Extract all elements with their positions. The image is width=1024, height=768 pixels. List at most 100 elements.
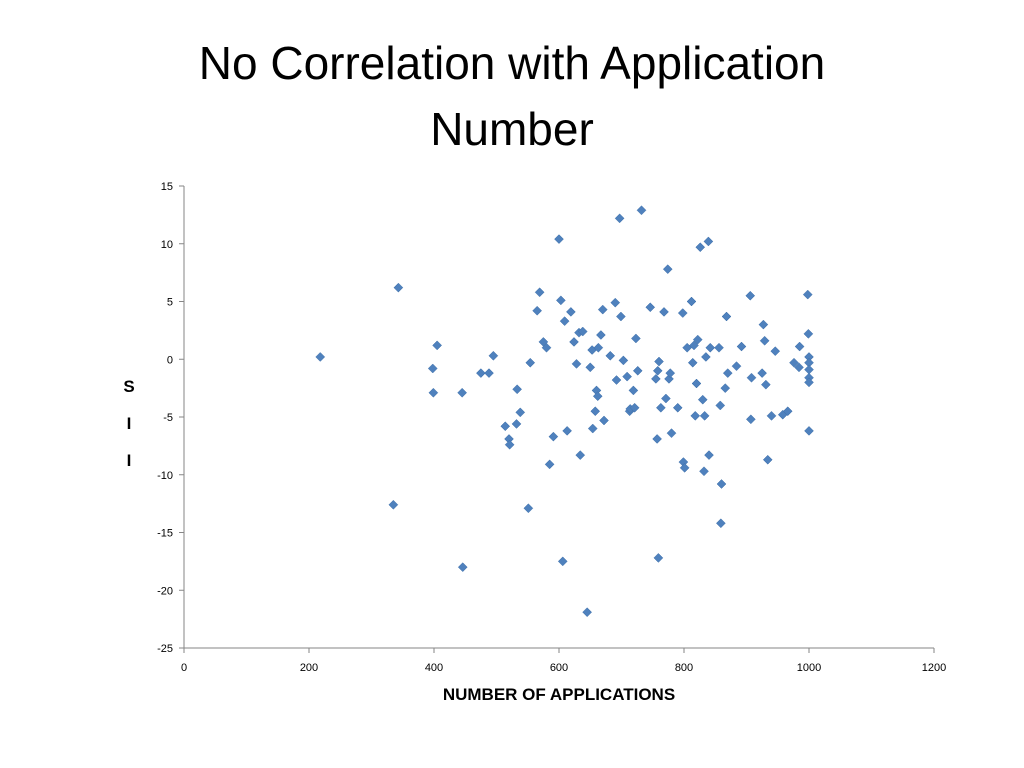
data-point xyxy=(610,297,621,308)
data-point xyxy=(686,296,697,307)
data-point xyxy=(804,377,814,388)
data-point xyxy=(695,242,706,253)
data-point xyxy=(672,402,683,413)
y-tick-label: -15 xyxy=(157,528,173,540)
data-point xyxy=(428,387,439,398)
data-point xyxy=(556,295,566,306)
data-point xyxy=(599,415,609,426)
y-tick-label: 10 xyxy=(161,239,173,251)
y-tick-label: -5 xyxy=(163,412,173,424)
data-point xyxy=(794,362,804,373)
data-point xyxy=(534,287,545,298)
data-point xyxy=(766,410,777,421)
data-point xyxy=(759,335,770,346)
data-point xyxy=(541,342,552,353)
data-point xyxy=(515,407,526,418)
y-axis-title-letter: I xyxy=(127,451,132,470)
x-tick-label: 1200 xyxy=(922,662,946,674)
data-point xyxy=(525,357,536,368)
data-point xyxy=(701,352,711,362)
data-point xyxy=(654,356,664,367)
y-axis-title-letter: I xyxy=(127,414,132,433)
data-point xyxy=(697,394,708,405)
data-point xyxy=(432,340,442,351)
data-point xyxy=(569,337,579,347)
data-point xyxy=(653,553,664,563)
data-point xyxy=(616,311,626,322)
data-point xyxy=(596,330,606,340)
data-point xyxy=(803,328,814,339)
data-point xyxy=(575,450,586,460)
data-point xyxy=(757,368,767,378)
x-axis: 0 200 400 600 800 1000 1200 xyxy=(181,647,946,674)
data-point xyxy=(554,234,564,244)
data-point xyxy=(716,518,726,529)
data-point xyxy=(457,562,468,573)
data-point xyxy=(687,357,698,368)
data-point xyxy=(577,326,588,337)
data-point xyxy=(582,607,592,618)
y-tick-label: -25 xyxy=(157,643,173,655)
data-point xyxy=(736,341,747,352)
y-tick-label: -10 xyxy=(157,470,173,482)
data-point xyxy=(484,368,494,378)
data-point xyxy=(789,357,799,368)
data-point xyxy=(590,406,601,417)
data-point xyxy=(605,350,616,361)
data-point xyxy=(631,333,641,344)
y-axis: 15 10 5 0 -5 -10 -15 -20 -25 xyxy=(157,181,185,655)
data-point xyxy=(761,379,771,390)
data-point xyxy=(731,361,742,372)
y-tick-label: -20 xyxy=(157,585,173,597)
y-tick-label: 0 xyxy=(167,354,173,366)
data-point xyxy=(677,308,688,318)
data-point xyxy=(714,342,724,353)
data-point xyxy=(636,205,647,216)
data-point xyxy=(566,307,576,317)
data-point xyxy=(629,402,640,413)
data-point xyxy=(662,264,673,275)
data-point xyxy=(628,385,639,396)
data-point xyxy=(476,368,486,378)
data-point xyxy=(645,302,656,313)
data-point xyxy=(762,454,773,465)
data-point xyxy=(661,393,671,404)
x-tick-label: 600 xyxy=(550,662,568,674)
data-points xyxy=(315,205,814,618)
data-point xyxy=(500,421,511,432)
data-point xyxy=(597,304,608,315)
data-point xyxy=(571,359,582,369)
x-tick-label: 200 xyxy=(300,662,318,674)
data-point xyxy=(622,371,632,382)
data-point xyxy=(512,384,522,395)
x-tick-label: 400 xyxy=(425,662,443,674)
data-point xyxy=(388,499,399,510)
data-point xyxy=(562,426,572,436)
data-point xyxy=(611,375,622,385)
data-point xyxy=(716,479,727,489)
data-point xyxy=(587,423,598,434)
x-tick-label: 800 xyxy=(675,662,693,674)
data-point xyxy=(679,462,690,473)
data-point xyxy=(802,289,813,300)
data-point xyxy=(504,439,515,450)
data-point xyxy=(722,368,733,378)
data-point xyxy=(720,383,731,393)
data-point xyxy=(746,414,756,425)
data-point xyxy=(692,334,703,345)
data-point xyxy=(691,378,702,389)
data-point xyxy=(652,434,662,444)
data-point xyxy=(703,236,714,247)
data-point xyxy=(511,419,522,429)
data-point xyxy=(794,341,805,352)
data-point xyxy=(393,282,404,293)
data-point xyxy=(782,406,793,417)
data-point xyxy=(746,372,757,383)
data-point xyxy=(618,355,629,366)
data-point xyxy=(689,340,699,351)
x-tick-label: 1000 xyxy=(797,662,821,674)
data-point xyxy=(532,305,542,316)
x-axis-title: NUMBER OF APPLICATIONS xyxy=(443,685,675,704)
data-point xyxy=(804,364,814,375)
data-point xyxy=(488,350,499,361)
